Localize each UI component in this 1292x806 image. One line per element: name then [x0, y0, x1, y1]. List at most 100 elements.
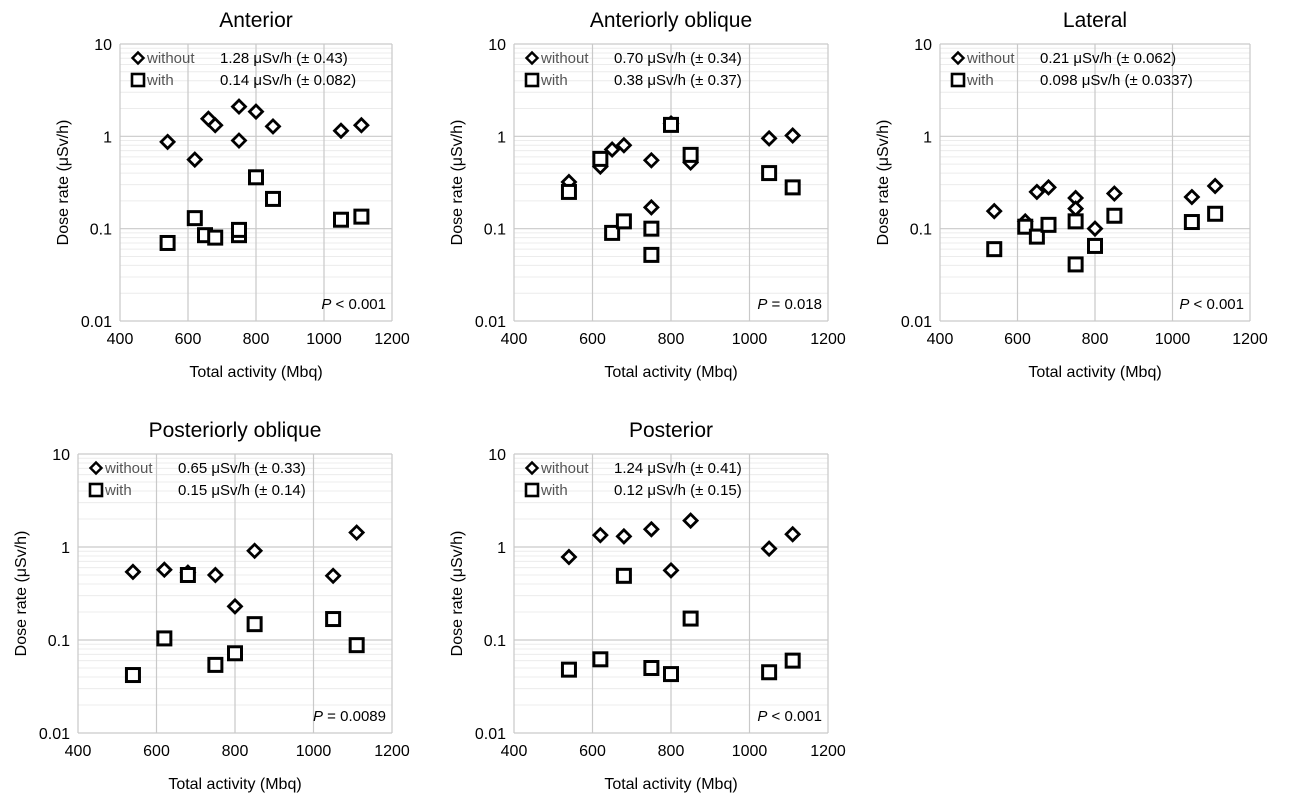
- data-point-with: [604, 224, 621, 241]
- data-point-without: [760, 129, 778, 147]
- data-point-with: [592, 150, 609, 167]
- legend-summary: 0.14 μSv/h (± 0.082): [220, 72, 356, 89]
- data-point-without: [662, 561, 680, 579]
- data-point-without: [642, 520, 660, 538]
- data-point-without: [324, 567, 342, 585]
- p-value-symbol: P: [757, 708, 767, 725]
- data-point-with: [663, 116, 679, 133]
- x-tick-label: 1200: [1232, 331, 1268, 348]
- legend-series-name: without: [540, 460, 589, 477]
- data-point-with: [784, 652, 801, 669]
- legend-marker-with: [524, 72, 540, 88]
- data-point-with: [1017, 218, 1034, 235]
- p-value-symbol: P: [313, 708, 323, 725]
- data-point-with: [1067, 213, 1084, 230]
- p-value-text: < 0.001: [331, 296, 386, 313]
- data-point-without: [560, 548, 578, 566]
- legend-summary: 1.24 μSv/h (± 0.41): [614, 460, 742, 477]
- x-tick-label: 800: [658, 743, 685, 760]
- data-point-without: [1183, 188, 1201, 206]
- data-point-with: [1207, 205, 1224, 222]
- x-tick-label: 1200: [810, 331, 846, 348]
- y-tick-label: 0.1: [90, 222, 112, 239]
- data-point-without: [760, 540, 778, 558]
- legend-marker-without: [524, 460, 540, 476]
- y-tick-label: 0.01: [475, 314, 506, 331]
- data-point-with: [986, 241, 1003, 258]
- y-tick-label: 10: [488, 37, 506, 54]
- data-point-without: [1105, 185, 1123, 203]
- data-point-without: [206, 116, 224, 134]
- legend-series-name: with: [540, 482, 568, 499]
- x-tick-label: 1000: [732, 331, 768, 348]
- legend-summary: 1.28 μSv/h (± 0.43): [220, 50, 348, 67]
- data-point-with: [265, 190, 281, 207]
- y-tick-label: 0.1: [48, 633, 70, 650]
- data-point-with: [1028, 228, 1045, 245]
- p-value-label: P < 0.001: [757, 708, 822, 725]
- chart-title: Posteriorly oblique: [149, 419, 322, 442]
- y-tick-label: 0.1: [910, 222, 932, 239]
- data-point-without: [603, 141, 621, 158]
- legend-series-name: with: [146, 72, 174, 89]
- y-tick-label: 0.1: [484, 633, 506, 650]
- x-tick-label: 800: [658, 331, 685, 348]
- p-value-text: = 0.0089: [323, 708, 386, 725]
- data-point-without: [159, 133, 177, 151]
- p-value-label: P < 0.001: [1179, 296, 1244, 313]
- x-tick-label: 800: [1082, 331, 1109, 348]
- data-point-without: [615, 136, 633, 154]
- p-value-text: = 0.018: [767, 296, 822, 313]
- data-point-with: [159, 234, 176, 251]
- x-axis-label: Total activity (Mbq): [189, 364, 322, 381]
- data-point-with: [1040, 216, 1057, 233]
- x-tick-label: 1000: [732, 743, 768, 760]
- p-value-symbol: P: [1179, 296, 1189, 313]
- y-tick-label: 1: [923, 129, 932, 146]
- legend-series-name: without: [540, 50, 589, 67]
- chart-panel-2: Anteriorly oblique 0.01 0.1 1 10 400 600 800 100…: [449, 9, 846, 381]
- x-tick-label: 600: [1004, 331, 1031, 348]
- data-point-without: [642, 198, 660, 216]
- data-point-with: [246, 616, 263, 633]
- data-point-without: [186, 151, 204, 169]
- legend-marker-with: [130, 72, 146, 88]
- data-point-without: [348, 524, 366, 542]
- legend-series-name: without: [146, 50, 195, 67]
- legend-marker-without: [950, 50, 966, 66]
- data-point-with: [643, 659, 660, 676]
- x-tick-label: 1200: [374, 331, 410, 348]
- data-point-with: [663, 666, 679, 683]
- chart-panel-1: Anterior 0.01 0.1 1 10 400 600 800 1000 1200 Total…: [55, 9, 410, 381]
- data-point-with: [124, 667, 141, 684]
- x-tick-label: 600: [143, 743, 170, 760]
- data-point-with: [761, 664, 778, 681]
- y-axis-label: Dose rate (μSv/h): [55, 120, 72, 246]
- legend-marker-with: [950, 72, 966, 88]
- p-value-label: P = 0.0089: [313, 708, 386, 725]
- data-point-without: [985, 202, 1003, 220]
- y-tick-label: 0.01: [475, 726, 506, 743]
- data-point-without: [784, 127, 802, 145]
- y-axis-label: Dose rate (μSv/h): [449, 120, 466, 246]
- p-value-text: < 0.001: [1189, 296, 1244, 313]
- legend-series-name: with: [540, 72, 568, 89]
- x-axis-label: Total activity (Mbq): [168, 776, 301, 793]
- data-point-with: [682, 610, 699, 627]
- x-tick-label: 1000: [296, 743, 332, 760]
- data-point-with: [348, 637, 365, 654]
- legend-marker-without: [130, 50, 146, 66]
- legend-series-name: without: [966, 50, 1015, 67]
- legend-summary: 0.70 μSv/h (± 0.34): [614, 50, 742, 67]
- x-tick-label: 1200: [810, 743, 846, 760]
- data-point-without: [352, 116, 370, 134]
- y-tick-label: 1: [61, 540, 70, 557]
- x-tick-label: 400: [501, 743, 528, 760]
- legend-marker-with: [88, 482, 104, 498]
- data-point-with: [227, 645, 243, 662]
- data-point-without: [264, 117, 282, 135]
- legend-series-name: with: [966, 72, 994, 89]
- data-point-with: [643, 220, 660, 237]
